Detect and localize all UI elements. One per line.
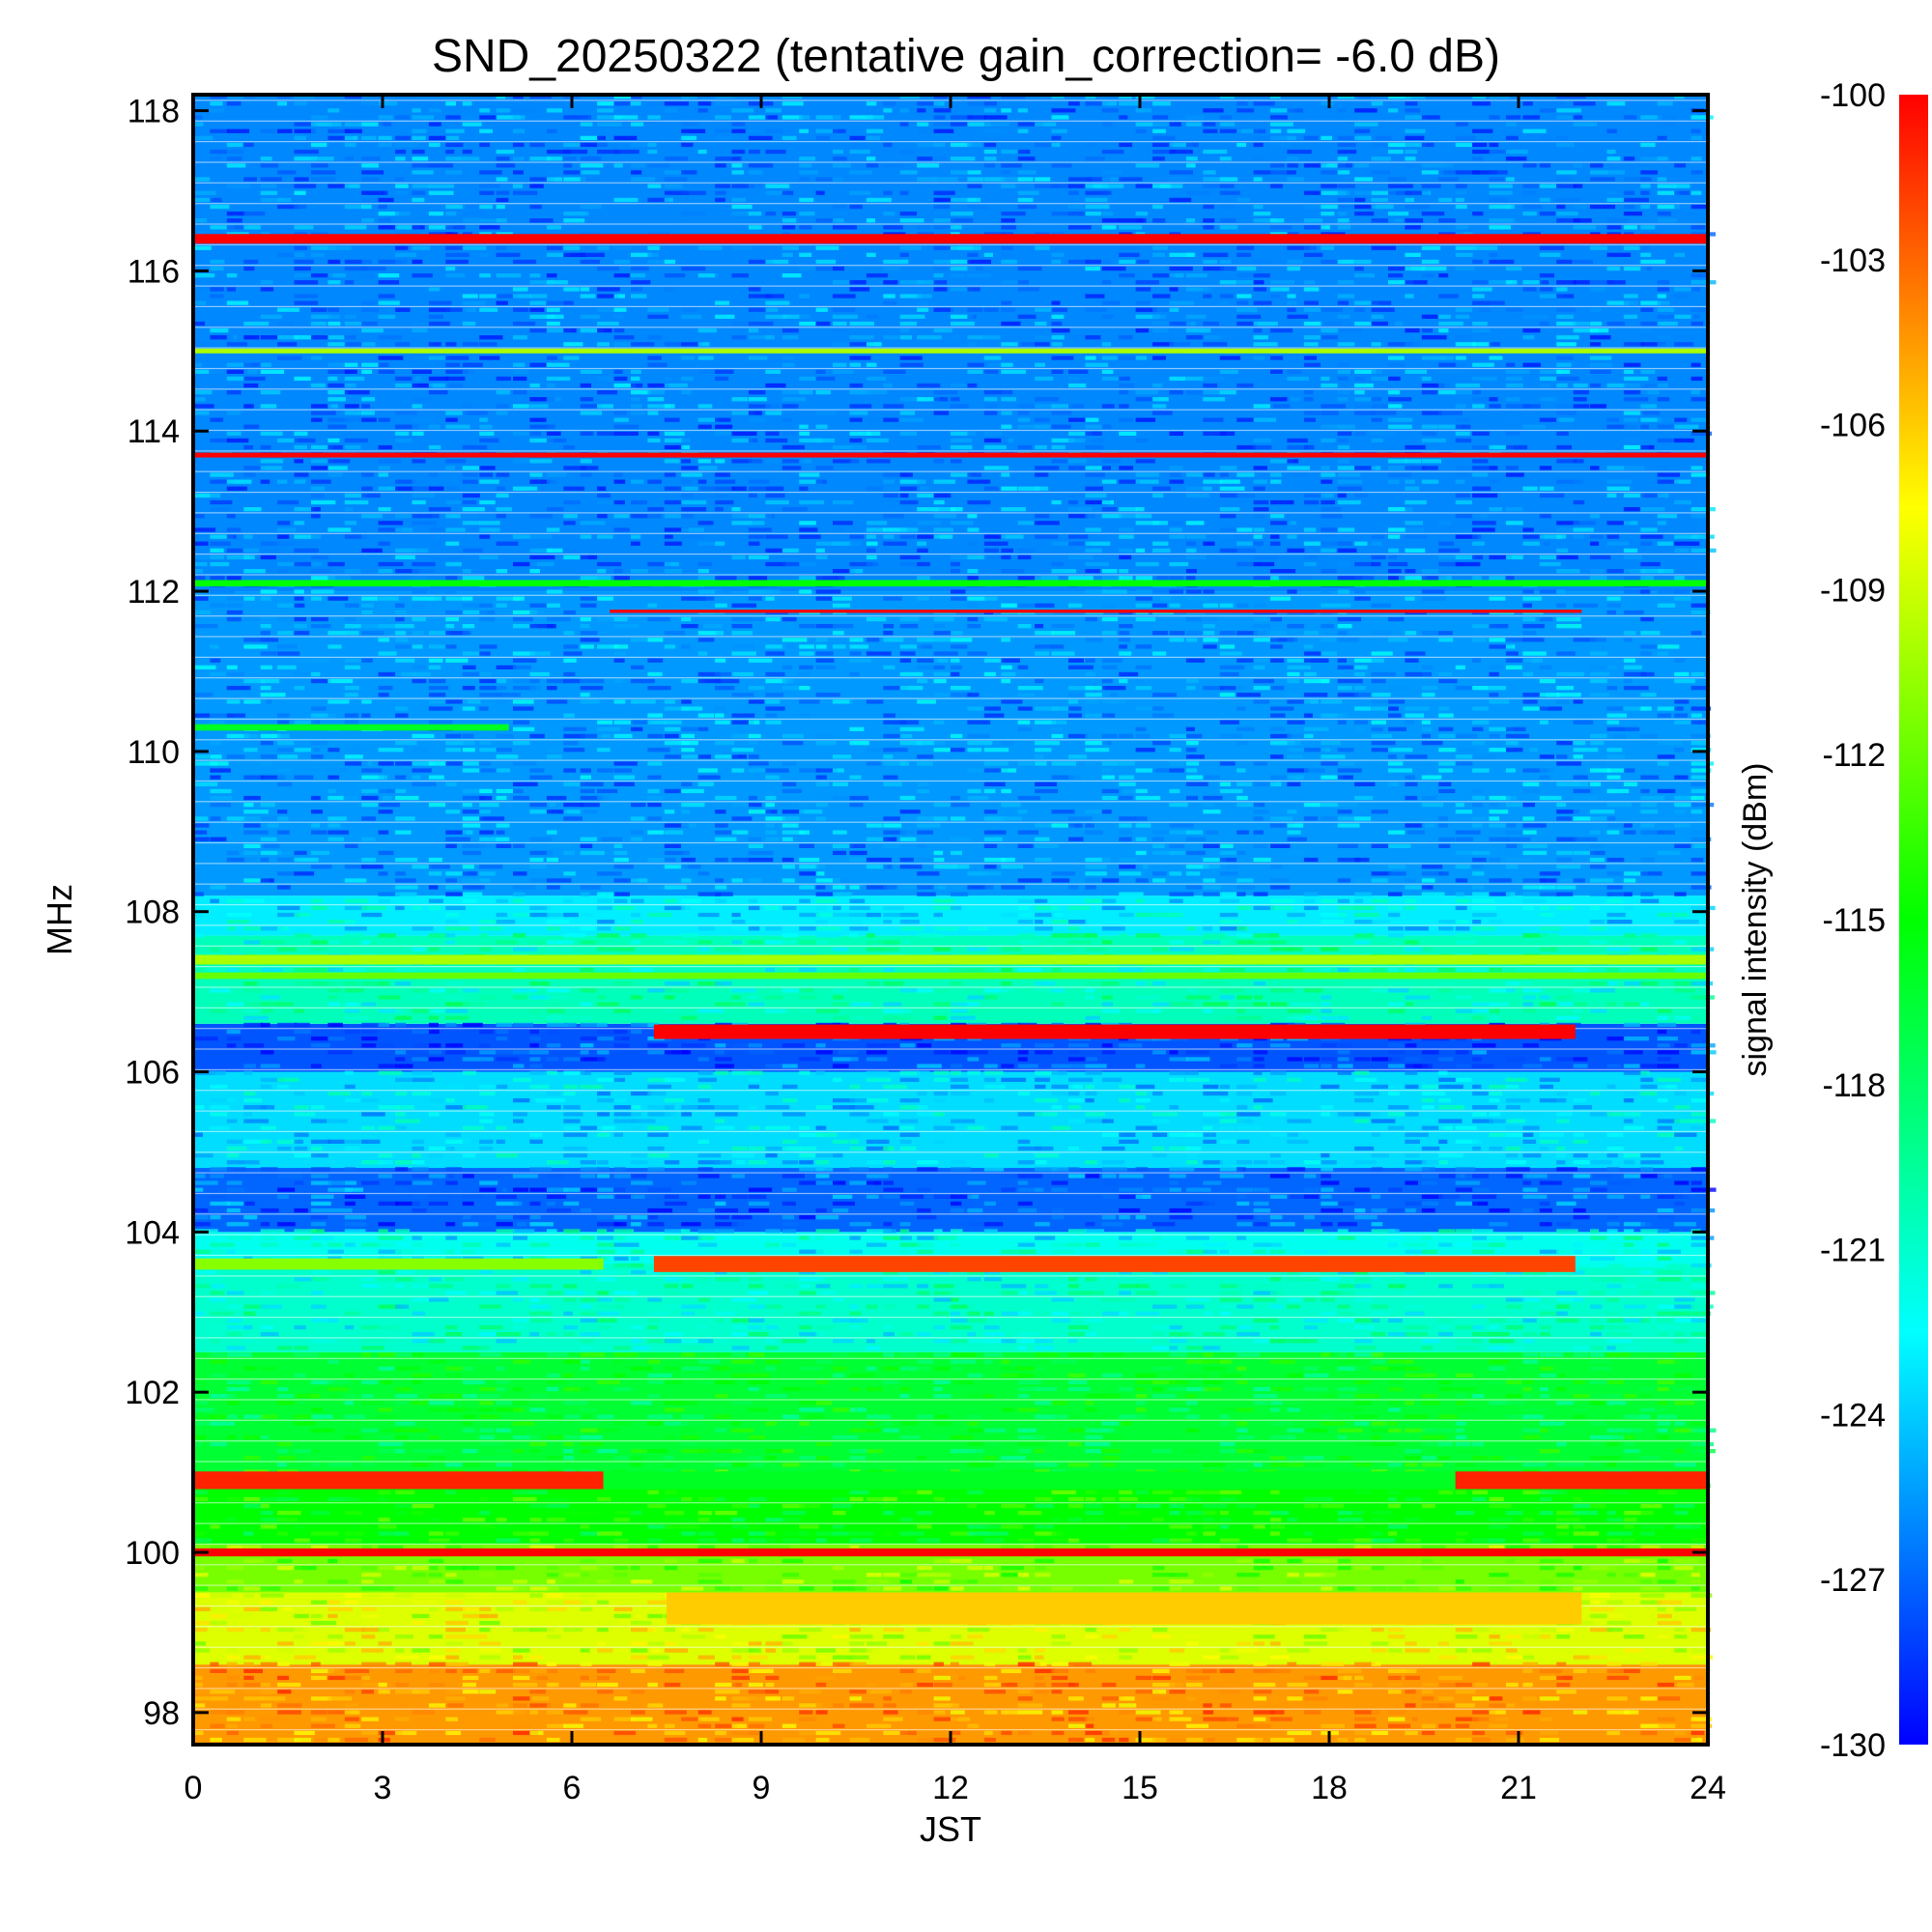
signal-6 bbox=[193, 954, 1708, 965]
spectrum-band-7 bbox=[193, 1168, 1708, 1233]
colorbar-tick-label-0: -100 bbox=[1820, 77, 1886, 114]
colorbar-tick-label-5: -115 bbox=[1822, 902, 1886, 939]
y-tick-label-7: 112 bbox=[128, 574, 180, 611]
x-tick-label-5: 15 bbox=[1122, 1770, 1158, 1806]
signal-11 bbox=[193, 1471, 604, 1490]
colorbar-tick-label-1: -103 bbox=[1820, 242, 1886, 279]
y-tick-label-10: 118 bbox=[128, 94, 180, 130]
colorbar-tick-label-7: -121 bbox=[1820, 1233, 1886, 1269]
x-tick-label-2: 6 bbox=[563, 1770, 582, 1806]
signal-13 bbox=[1455, 1471, 1708, 1490]
colorbar-tick-label-4: -112 bbox=[1822, 737, 1886, 774]
y-tick-label-8: 114 bbox=[128, 413, 180, 450]
x-tick-label-0: 0 bbox=[185, 1770, 203, 1806]
noise-texture-layer bbox=[193, 95, 1717, 1743]
y-tick-label-6: 110 bbox=[128, 734, 180, 771]
y-tick-label-4: 106 bbox=[125, 1055, 180, 1092]
colorbar-tick-label-9: -127 bbox=[1820, 1562, 1886, 1599]
signal-12 bbox=[603, 1471, 1456, 1490]
signals-layer bbox=[193, 234, 1708, 1625]
signal-5 bbox=[193, 724, 509, 731]
colorbar-tick-label-3: -109 bbox=[1820, 572, 1886, 609]
chart-title: SND_20250322 (tentative gain_correction=… bbox=[432, 31, 1500, 82]
signal-15 bbox=[667, 1592, 1582, 1625]
signal-4 bbox=[610, 610, 1582, 613]
colorbar-ticks: -100 -103 -106 -109 -112 -115 -118 -121 -124 -127… bbox=[1820, 77, 1886, 1764]
signal-3 bbox=[193, 580, 1708, 587]
x-tick-label-3: 9 bbox=[753, 1770, 771, 1806]
x-tick-label-6: 18 bbox=[1311, 1770, 1348, 1806]
x-axis-label: JST bbox=[920, 1809, 981, 1849]
signal-7 bbox=[193, 972, 1708, 980]
signal-10 bbox=[193, 1258, 604, 1270]
y-tick-label-1: 100 bbox=[125, 1535, 180, 1572]
y-tick-label-0: 98 bbox=[143, 1695, 180, 1732]
colorbar bbox=[1899, 95, 1928, 1745]
colorbar-tick-label-10: -130 bbox=[1820, 1727, 1886, 1764]
signal-1 bbox=[193, 348, 1708, 354]
y-axis-ticks: 98 100 102 104 106 108 110 112 114 116 118 bbox=[125, 94, 1708, 1732]
y-tick-label-9: 116 bbox=[128, 253, 180, 290]
signal-8 bbox=[653, 1024, 1576, 1039]
y-tick-label-5: 108 bbox=[125, 895, 180, 931]
signal-9 bbox=[653, 1256, 1576, 1272]
colorbar-label: signal intensity (dBm) bbox=[1737, 762, 1774, 1076]
y-axis-label: MHz bbox=[40, 884, 79, 955]
x-tick-label-4: 12 bbox=[932, 1770, 969, 1806]
colorbar-tick-label-2: -106 bbox=[1820, 408, 1886, 444]
x-tick-label-1: 3 bbox=[374, 1770, 392, 1806]
signal-0 bbox=[193, 234, 1708, 244]
x-tick-label-7: 21 bbox=[1500, 1770, 1537, 1806]
x-axis-ticks: 0 3 6 9 12 15 18 21 24 bbox=[185, 95, 1726, 1806]
x-tick-label-8: 24 bbox=[1690, 1770, 1726, 1806]
colorbar-tick-label-6: -118 bbox=[1822, 1067, 1886, 1104]
y-tick-label-2: 102 bbox=[125, 1375, 180, 1411]
y-tick-label-3: 104 bbox=[125, 1214, 180, 1251]
signal-2 bbox=[193, 452, 1708, 458]
plot-area bbox=[193, 95, 1717, 1745]
colorbar-tick-label-8: -124 bbox=[1820, 1397, 1886, 1434]
signal-14 bbox=[193, 1548, 1708, 1557]
